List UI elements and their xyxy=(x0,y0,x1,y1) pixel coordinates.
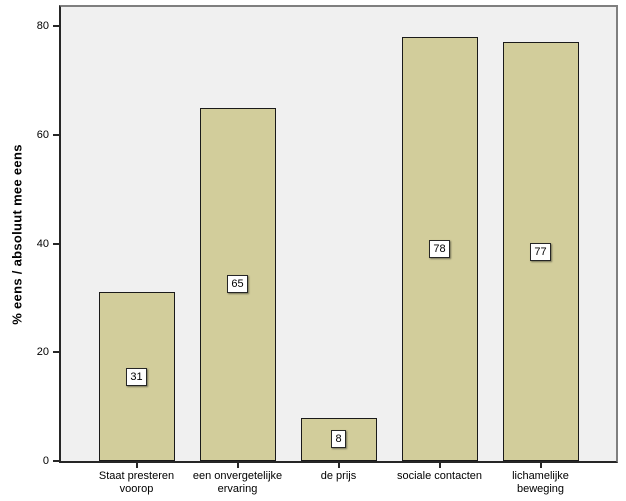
y-axis: 0 20 40 60 80 xyxy=(0,7,59,467)
bar: 65 xyxy=(199,107,276,461)
y-tick-mark xyxy=(53,25,59,28)
bar-value-label: 8 xyxy=(331,430,346,449)
x-tick-mark xyxy=(236,463,239,468)
bar-value-label: 77 xyxy=(530,242,551,261)
y-tick-label: 80 xyxy=(36,20,49,33)
y-tick-label: 60 xyxy=(36,128,49,141)
bar: 8 xyxy=(300,417,377,461)
x-tick-mark xyxy=(337,463,340,468)
bar: 78 xyxy=(401,36,478,461)
y-tick-mark xyxy=(53,242,59,245)
y-tick-mark xyxy=(53,460,59,462)
x-tick-mark xyxy=(135,463,138,468)
x-axis: Staat presteren voorop een onvergetelijke… xyxy=(61,463,616,501)
y-tick-label: 40 xyxy=(36,237,49,250)
x-category-label: de prijs xyxy=(320,470,357,482)
bar: 77 xyxy=(502,42,579,461)
bar-value-label: 31 xyxy=(126,367,147,386)
y-tick-label: 0 xyxy=(42,455,49,467)
x-category-label: sociale contacten xyxy=(397,470,482,482)
plot-area: 31 65 8 78 77 xyxy=(59,5,618,463)
bar-value-label: 78 xyxy=(429,239,450,258)
x-category-label: een onvergetelijke ervaring xyxy=(192,470,283,495)
x-tick-mark xyxy=(539,463,542,468)
x-tick-mark xyxy=(438,463,441,468)
x-category-label: Staat presteren voorop xyxy=(98,470,175,495)
x-category-label: lichamelijke beweging xyxy=(512,470,569,495)
y-tick-mark xyxy=(53,133,59,136)
y-tick-mark xyxy=(53,351,59,354)
bar: 31 xyxy=(98,292,175,461)
bar-value-label: 65 xyxy=(227,275,248,294)
y-tick-label: 20 xyxy=(36,346,49,359)
